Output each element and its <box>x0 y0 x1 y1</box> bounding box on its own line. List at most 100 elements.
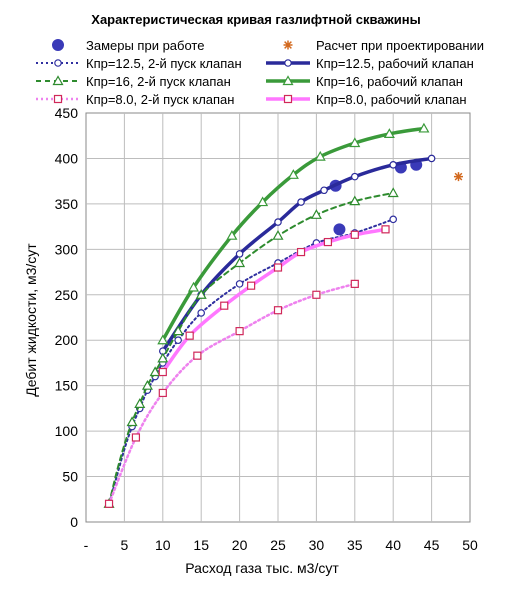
data-point <box>350 279 359 288</box>
series-7 <box>158 225 390 377</box>
x-tick-label: 15 <box>193 537 209 553</box>
legend-label: Замеры при работе <box>86 38 204 53</box>
legend-item: Расчет при проектировании <box>283 38 484 53</box>
x-axis-label: Расход газа тыс. м3/сут <box>185 560 339 576</box>
data-point <box>174 336 182 345</box>
data-point <box>257 196 269 207</box>
y-tick-label: 100 <box>55 423 79 439</box>
data-point <box>104 499 114 508</box>
legend-label: Кпр=12.5, 2-й пуск клапан <box>86 56 242 71</box>
data-point <box>273 263 283 272</box>
data-point <box>389 161 398 169</box>
legend-item: Кпр=16, 2-й пуск клапан <box>36 74 231 89</box>
series-line <box>108 191 395 505</box>
y-tick-label: 350 <box>55 196 79 212</box>
legend-marker <box>283 40 293 50</box>
data-point <box>172 325 184 336</box>
data-point <box>187 281 200 292</box>
data-point <box>381 225 390 234</box>
y-axis-label: Дебит жидкости, м3/сут <box>23 243 39 397</box>
legend-item: Кпр=16, рабочий клапан <box>266 74 463 89</box>
data-point <box>235 250 244 258</box>
data-point <box>350 230 359 239</box>
y-tick-label: 0 <box>70 514 78 530</box>
legend-marker <box>283 94 293 104</box>
data-point <box>296 247 306 257</box>
data-point <box>272 229 284 240</box>
x-tick-label: 10 <box>155 537 171 553</box>
y-tick-label: 450 <box>55 105 79 121</box>
data-point <box>185 331 194 340</box>
data-point <box>235 327 244 336</box>
series-4 <box>103 187 399 508</box>
data-point <box>287 169 299 179</box>
legend: Замеры при работе Расчет при проектирован… <box>36 38 484 107</box>
x-tick-label: 50 <box>462 537 478 553</box>
legend-marker <box>284 59 292 67</box>
data-point <box>383 128 395 139</box>
data-point <box>274 218 282 226</box>
data-point <box>157 334 169 345</box>
legend-item: Кпр=12.5, 2-й пуск клапан <box>36 56 242 71</box>
legend-marker <box>282 75 294 86</box>
data-point <box>141 379 153 390</box>
data-point <box>333 223 346 236</box>
x-tick-label: 35 <box>347 537 363 553</box>
legend-marker <box>53 94 63 104</box>
y-tick-label: 300 <box>55 241 79 257</box>
data-point <box>320 186 328 195</box>
y-tick-label: 150 <box>55 378 79 394</box>
data-point <box>310 209 322 219</box>
y-tick-label: 200 <box>55 332 79 348</box>
series-2 <box>105 215 398 508</box>
data-point <box>234 257 246 268</box>
data-point <box>149 366 161 377</box>
data-point <box>131 433 141 442</box>
x-tick-label: 20 <box>232 537 248 553</box>
legend-label: Кпр=8.0, 2-й пуск клапан <box>86 92 234 107</box>
x-tick-label: - <box>84 537 89 553</box>
series-line <box>108 218 395 505</box>
series-5 <box>157 122 430 345</box>
data-point <box>389 215 398 224</box>
data-point <box>158 388 167 398</box>
plot-area: 0 50 100 150 200 250 300 350 400 450 - 5 10 15 20 25 30 3… <box>55 105 478 553</box>
legend-marker <box>52 39 64 51</box>
data-point <box>314 150 326 161</box>
data-point <box>349 195 361 206</box>
axes: 0 50 100 150 200 250 300 350 400 450 - 5 10 15 20 25 30 3… <box>55 105 478 553</box>
legend-item: Замеры при работе <box>52 38 204 53</box>
chart-title: Характеристическая кривая газлифтной скв… <box>91 12 420 27</box>
data-point <box>247 281 256 290</box>
legend-label: Кпр=16, рабочий клапан <box>316 74 463 89</box>
series-line <box>161 126 426 342</box>
legend-marker <box>54 59 62 67</box>
data-point <box>323 237 333 247</box>
x-tick-label: 40 <box>385 537 401 553</box>
data-point <box>126 416 138 427</box>
x-tick-label: 30 <box>309 537 325 553</box>
data-point <box>273 306 283 315</box>
legend-label: Кпр=12.5, рабочий клапан <box>316 56 474 71</box>
series-1 <box>453 172 463 182</box>
x-tick-label: 5 <box>121 537 129 553</box>
data-point <box>197 309 206 317</box>
data-point <box>453 172 463 182</box>
data-point <box>158 367 167 377</box>
y-tick-label: 400 <box>55 150 79 166</box>
y-tick-label: 250 <box>55 287 79 303</box>
data-point <box>387 187 399 198</box>
series-6 <box>104 279 359 508</box>
data-point <box>235 280 244 288</box>
data-point <box>418 122 430 133</box>
data-point <box>134 398 146 408</box>
y-tick-label: 50 <box>62 469 78 485</box>
legend-item: Кпр=12.5, рабочий клапан <box>266 56 474 71</box>
series-group <box>103 122 463 508</box>
data-point <box>193 351 202 360</box>
data-point <box>195 289 207 299</box>
data-point <box>312 290 321 299</box>
data-point <box>350 172 359 181</box>
legend-item: Кпр=8.0, 2-й пуск клапан <box>36 92 234 107</box>
